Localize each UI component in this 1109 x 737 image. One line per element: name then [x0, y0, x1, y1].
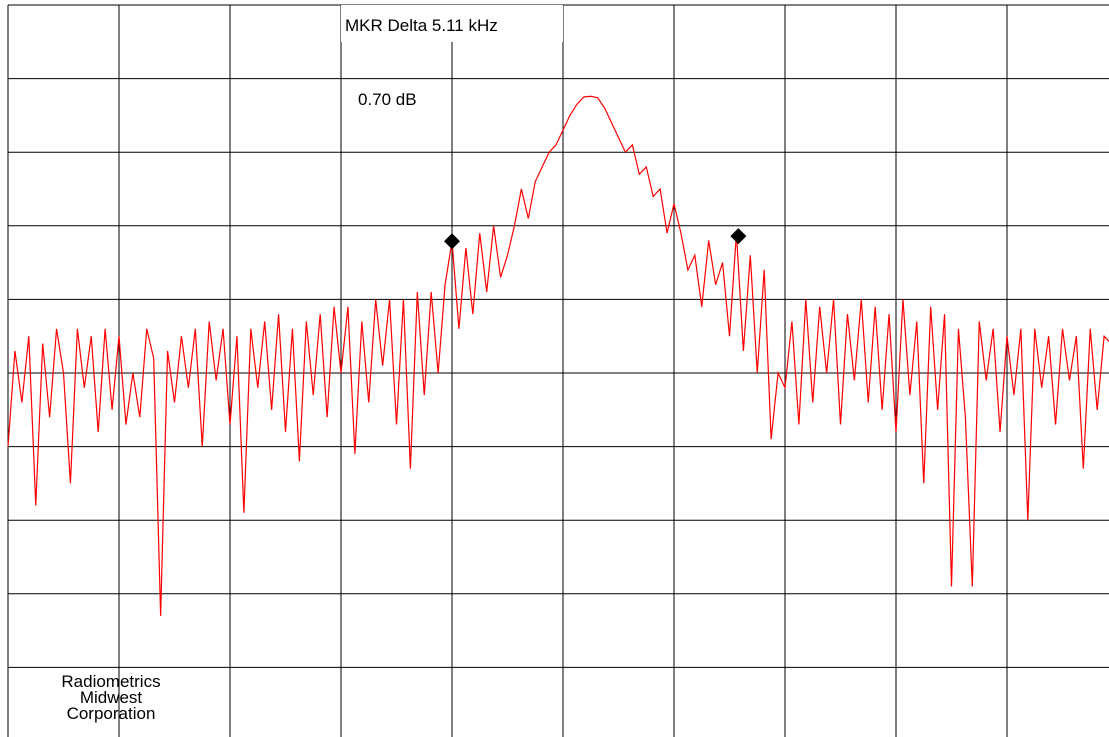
trace [7, 95, 1109, 616]
marker [730, 228, 747, 245]
marker-box [341, 5, 563, 42]
footer-line: Midwest [80, 688, 143, 707]
footer-line: Corporation [67, 704, 156, 723]
marker-level: 0.70 dB [358, 90, 417, 109]
footer-line: Radiometrics [61, 672, 160, 691]
marker-delta: MKR Delta 5.11 kHz [345, 16, 498, 35]
marker [444, 233, 460, 250]
